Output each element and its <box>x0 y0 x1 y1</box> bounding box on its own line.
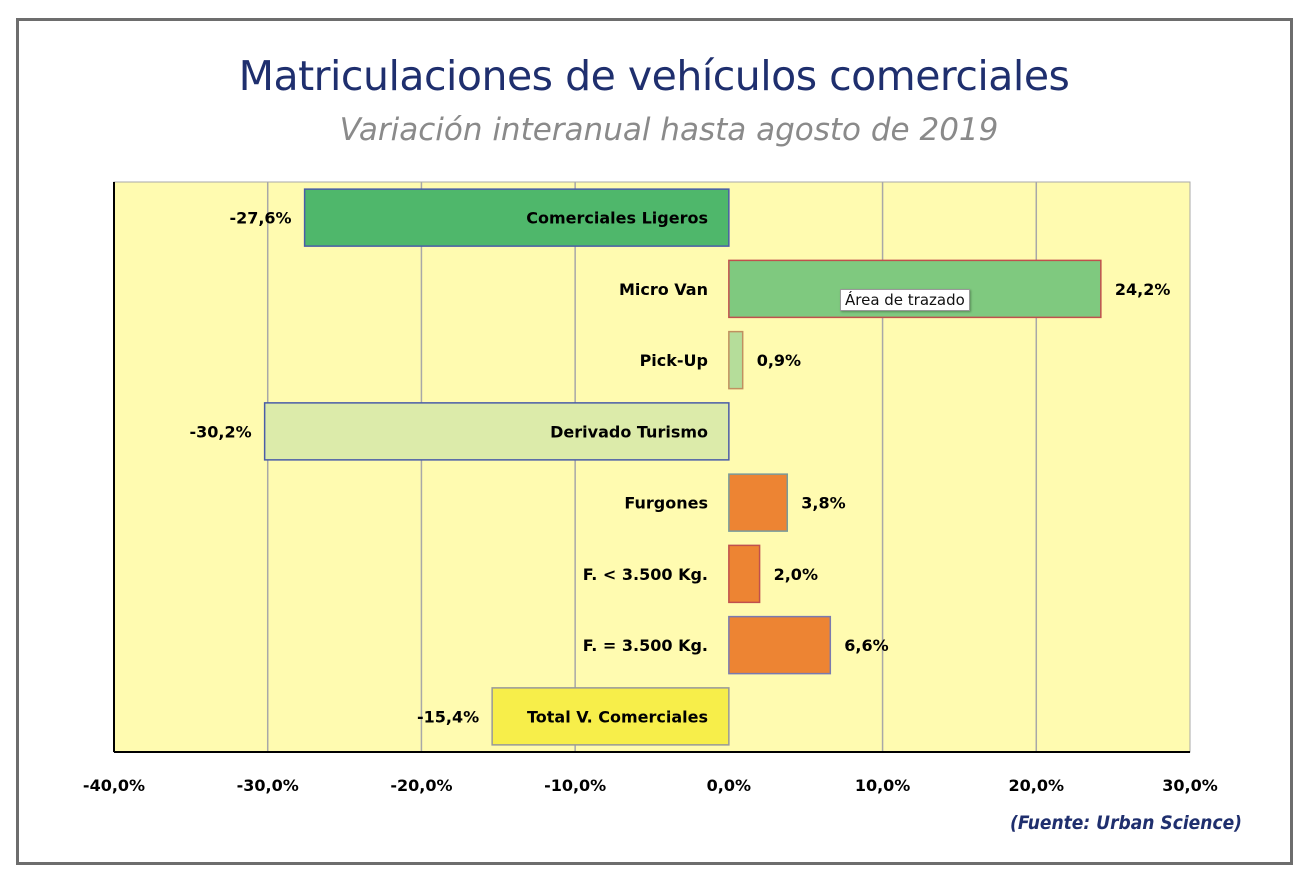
bar <box>303 188 730 247</box>
bar <box>263 402 730 461</box>
x-tick-label: 0,0% <box>707 776 751 795</box>
data-label: 2,0% <box>774 565 818 584</box>
x-tick-label: 10,0% <box>855 776 911 795</box>
source-note: (Fuente: Urban Science) <box>1010 812 1242 834</box>
category-label: Total V. Comerciales <box>527 707 708 726</box>
data-label: 6,6% <box>844 636 888 655</box>
data-label: 24,2% <box>1115 280 1171 299</box>
category-label: Furgones <box>624 494 708 513</box>
chart-title: Matriculaciones de vehículos comerciales <box>238 52 1070 100</box>
data-label: 0,9% <box>757 351 801 370</box>
x-tick-label: -10,0% <box>544 776 606 795</box>
x-tick-label: -30,0% <box>237 776 299 795</box>
data-label: -27,6% <box>229 209 291 228</box>
bar <box>728 259 1102 319</box>
data-label: 3,8% <box>801 494 845 513</box>
bar <box>728 544 761 604</box>
data-label: -30,2% <box>189 422 251 441</box>
bar <box>491 687 730 746</box>
category-label: Comerciales Ligeros <box>526 209 708 228</box>
plot-area-tooltip: Área de trazado <box>840 289 970 311</box>
category-label: Derivado Turismo <box>550 422 708 441</box>
data-label: -15,4% <box>417 707 479 726</box>
x-tick-label: 20,0% <box>1009 776 1065 795</box>
category-label: Micro Van <box>619 280 708 299</box>
bar <box>728 473 789 532</box>
x-tick-label: -40,0% <box>83 776 145 795</box>
category-label: F. < 3.500 Kg. <box>583 565 708 584</box>
category-label: F. = 3.500 Kg. <box>583 636 708 655</box>
bar <box>728 330 744 390</box>
bar <box>728 615 832 675</box>
chart-subtitle: Variación interanual hasta agosto de 201… <box>339 112 999 148</box>
x-tick-label: 30,0% <box>1162 776 1218 795</box>
category-label: Pick-Up <box>640 351 708 370</box>
x-tick-label: -20,0% <box>390 776 452 795</box>
